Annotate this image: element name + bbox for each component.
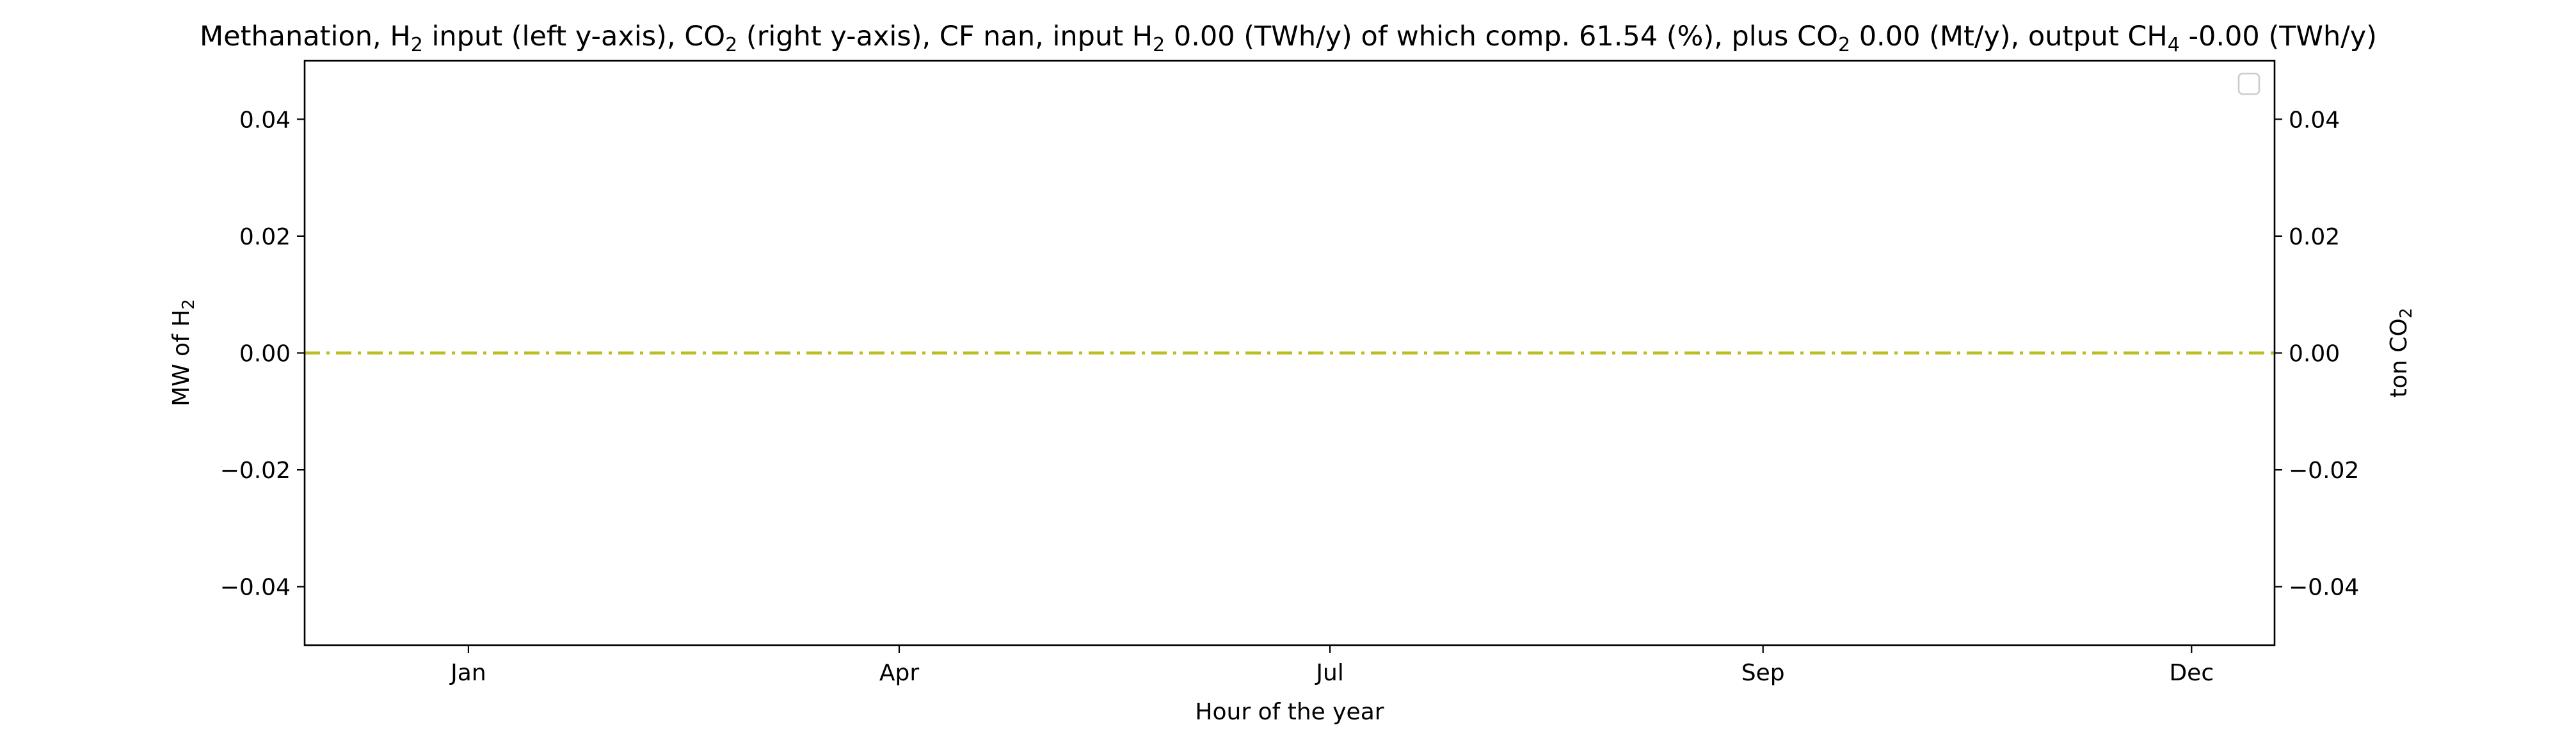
x-tick-label-1: Apr xyxy=(879,660,919,686)
right-y-tick-label-0: 0.04 xyxy=(2289,107,2340,133)
x-tick-label-4: Dec xyxy=(2169,660,2214,686)
legend-box xyxy=(2237,72,2260,95)
left-y-tick-label-3: −0.02 xyxy=(220,458,291,484)
x-tick-label-2: Jul xyxy=(1315,660,1343,686)
right-y-tick-label-4: −0.04 xyxy=(2289,575,2359,601)
right-y-tick-label-2: 0.00 xyxy=(2289,341,2340,367)
left-y-tick-label-0: 0.04 xyxy=(239,107,291,133)
x-tick-label-3: Sep xyxy=(1741,660,1785,686)
left-y-tick-label-2: 0.00 xyxy=(239,341,291,367)
right-y-axis-ticks: 0.04 0.02 0.00 −0.02 −0.04 xyxy=(2275,107,2359,601)
left-y-axis-ticks: 0.04 0.02 0.00 −0.02 −0.04 xyxy=(220,107,305,601)
x-axis-label: Hour of the year xyxy=(1195,699,1384,725)
plot-frame xyxy=(303,60,2276,646)
left-y-axis-label: MW of H2 xyxy=(168,299,198,406)
left-y-tick-label-4: −0.04 xyxy=(220,575,291,601)
chart-title: Methanation, H2 input (left y-axis), CO2… xyxy=(200,20,2377,56)
right-y-tick-label-1: 0.02 xyxy=(2289,224,2340,250)
left-y-tick-label-1: 0.02 xyxy=(239,224,291,250)
x-tick-label-0: Jan xyxy=(449,660,486,686)
right-y-axis-label: ton CO2 xyxy=(2386,308,2416,397)
right-y-tick-label-3: −0.02 xyxy=(2289,458,2359,484)
x-axis-ticks: Jan Apr Jul Sep Dec xyxy=(449,645,2214,686)
